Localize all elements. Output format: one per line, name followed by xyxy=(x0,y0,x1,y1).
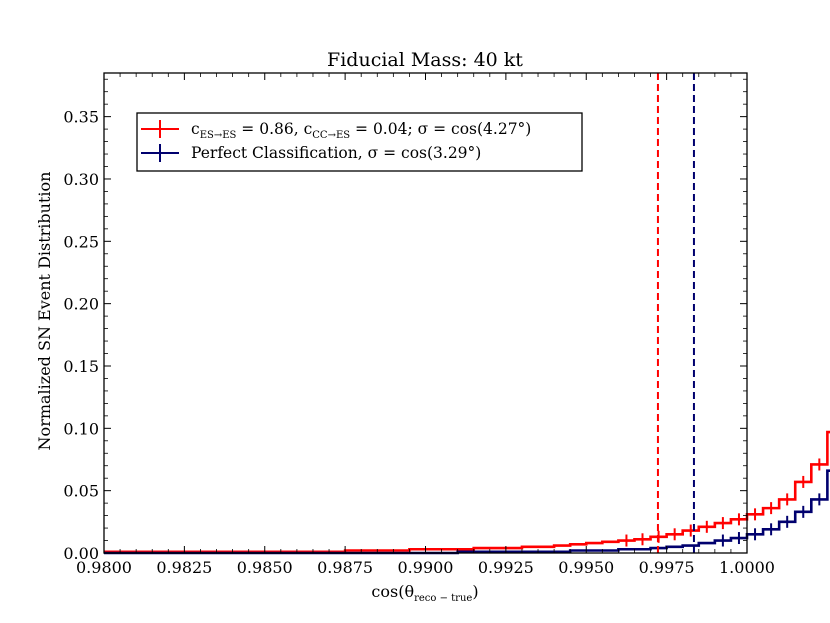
x-axis-title-close: ) xyxy=(472,582,478,601)
x-tick-label: 0.9975 xyxy=(639,558,695,577)
y-tick-label: 0.25 xyxy=(63,232,99,251)
y-tick-label: 0.35 xyxy=(63,108,99,127)
x-axis-title-base: cos(θ xyxy=(371,582,414,601)
x-axis: 0.9800 0.9825 0.9850 0.9875 0.9900 0.9925 0.99… xyxy=(76,73,775,577)
x-tick-label: 0.9900 xyxy=(398,558,454,577)
y-tick-label: 0.00 xyxy=(63,544,99,563)
y-tick-label: 0.15 xyxy=(63,357,99,376)
x-tick-label: 0.9800 xyxy=(76,558,132,577)
legend: cES→ES = 0.86, cCC→ES = 0.04; σ = cos(4.… xyxy=(136,112,583,172)
y-tick-label: 0.20 xyxy=(63,295,99,314)
y-axis: 0.00 0.05 0.10 0.15 0.20 0.25 0.30 0.35 xyxy=(63,78,747,563)
x-axis-title-subscript: reco − true xyxy=(414,593,472,604)
x-tick-label: 0.9850 xyxy=(237,558,293,577)
y-tick-label: 0.10 xyxy=(63,419,99,438)
legend-label-reco: cES→ES = 0.86, cCC→ES = 0.04; σ = cos(4.… xyxy=(191,120,531,141)
y-tick-label: 0.05 xyxy=(63,482,99,501)
x-tick-label: 0.9825 xyxy=(156,558,212,577)
series-line-reco xyxy=(104,430,830,554)
x-tick-label: 0.9925 xyxy=(478,558,534,577)
x-tick-label: 0.9875 xyxy=(317,558,373,577)
y-axis-title: Normalized SN Event Distribution xyxy=(35,172,54,451)
legend-entry-perfect: Perfect Classification, σ = cos(3.29°) xyxy=(141,144,481,162)
x-tick-label: 1.0000 xyxy=(719,558,775,577)
legend-box xyxy=(136,112,583,172)
chart-title: Fiducial Mass: 40 kt xyxy=(327,49,523,71)
x-axis-title: cos(θreco − true) xyxy=(371,582,478,604)
x-tick-label: 0.9950 xyxy=(558,558,614,577)
series-line-perfect xyxy=(104,469,830,555)
legend-entry-reco: cES→ES = 0.86, cCC→ES = 0.04; σ = cos(4.… xyxy=(141,120,531,141)
legend-label-perfect: Perfect Classification, σ = cos(3.29°) xyxy=(191,144,481,162)
y-tick-label: 0.30 xyxy=(63,170,99,189)
